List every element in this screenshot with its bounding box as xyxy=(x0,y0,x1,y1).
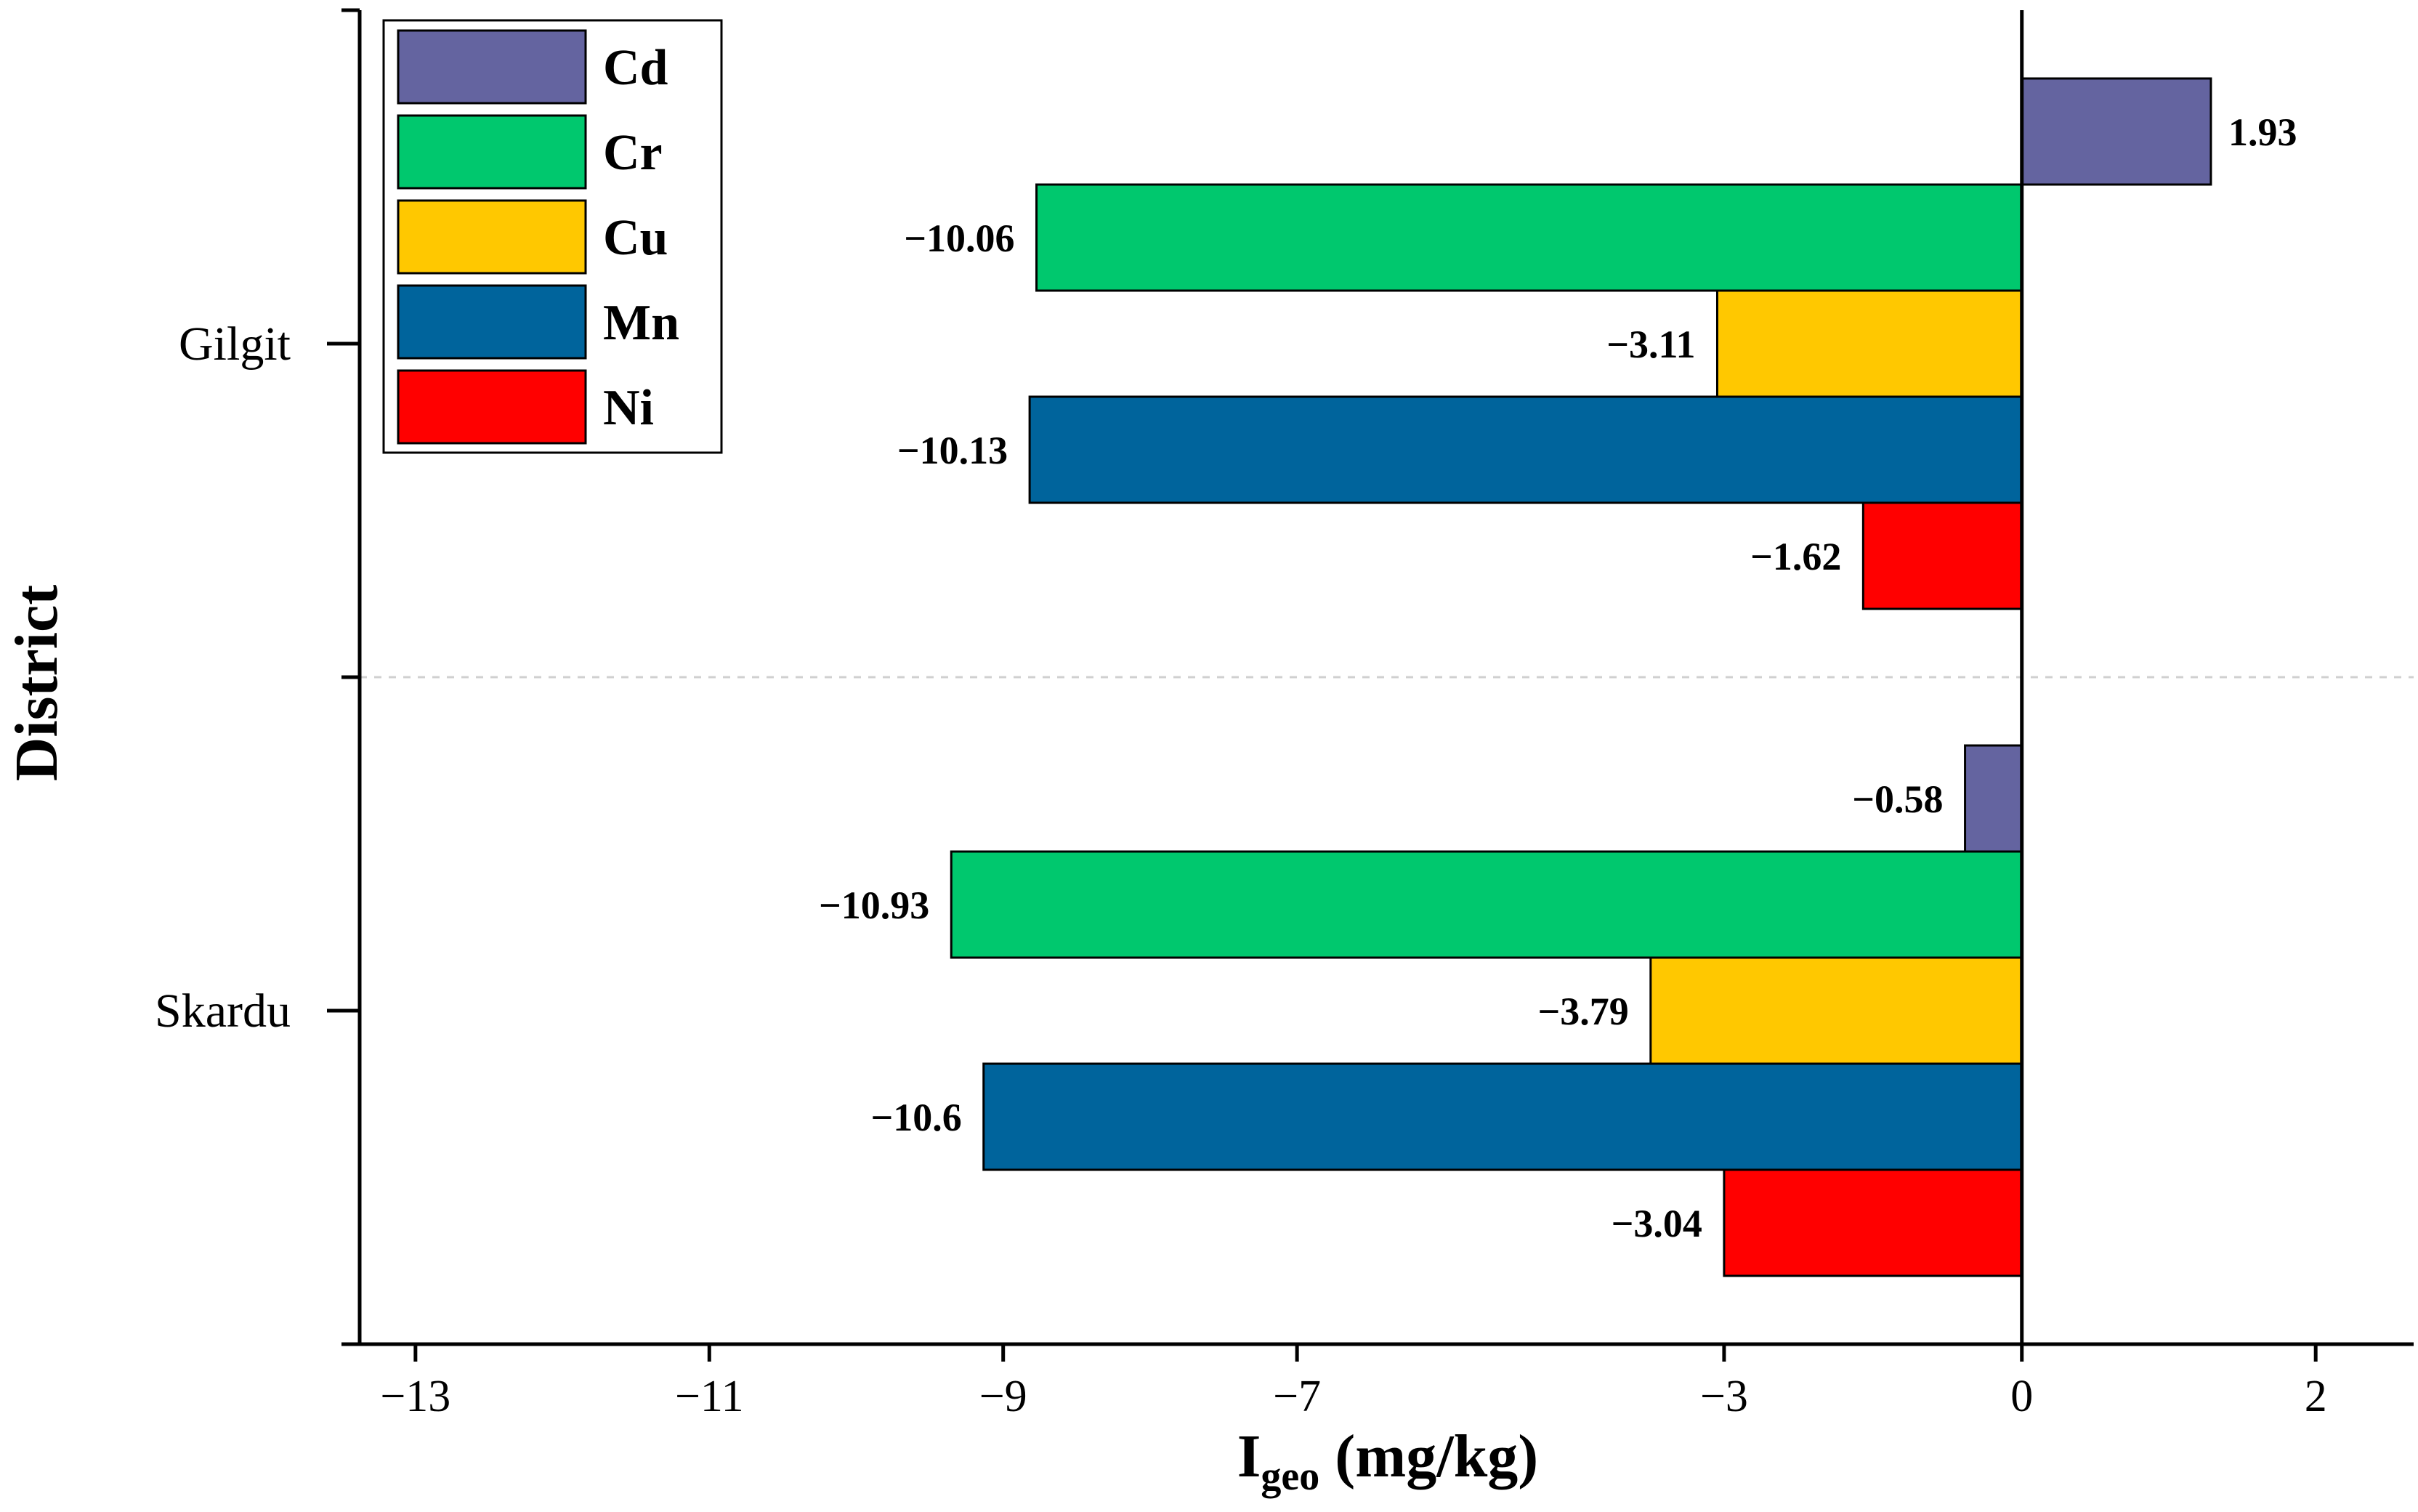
x-axis-title-sub: geo xyxy=(1261,1454,1319,1499)
x-tick-label: 2 xyxy=(2305,1372,2327,1421)
x-axis-title-main: I xyxy=(1237,1423,1261,1490)
value-label: −0.58 xyxy=(1852,777,1943,821)
value-label: −3.11 xyxy=(1606,323,1695,366)
value-label: −10.6 xyxy=(870,1096,961,1139)
bar-cd-skardu xyxy=(1964,744,2023,853)
legend-label-cd: Cd xyxy=(603,40,668,96)
legend-label-mn: Mn xyxy=(603,295,679,351)
legend-swatch-ni xyxy=(397,369,587,445)
value-label: −10.13 xyxy=(897,429,1008,472)
x-tick-label: −7 xyxy=(1273,1372,1321,1421)
bar-cd-gilgit xyxy=(2021,77,2212,186)
bar-mn-gilgit xyxy=(1028,395,2023,504)
y-axis-title: District xyxy=(3,585,70,782)
legend-swatch-cd xyxy=(397,29,587,105)
x-tick-label: −13 xyxy=(380,1372,450,1421)
legend-swatch-cr xyxy=(397,114,587,190)
legend-label-ni: Ni xyxy=(603,380,654,436)
bar-cr-gilgit xyxy=(1035,183,2023,292)
x-axis-title: Igeo (mg/kg) xyxy=(1237,1423,1539,1499)
legend-swatch-cu xyxy=(397,199,587,275)
value-label: −10.06 xyxy=(904,217,1014,260)
bar-cu-gilgit xyxy=(1715,289,2023,398)
value-label: 1.93 xyxy=(2228,110,2297,154)
labels-layer: 1.93 −10.06 −3.11 −10.13 −1.62 Gilgit −0.58 −10… xyxy=(155,110,2327,1421)
value-label: −3.79 xyxy=(1538,990,1629,1033)
bar-ni-gilgit xyxy=(1861,501,2023,610)
bar-cr-skardu xyxy=(950,850,2023,959)
bar-mn-skardu xyxy=(982,1062,2023,1171)
bar-cu-skardu xyxy=(1649,956,2023,1065)
legend-label-cr: Cr xyxy=(603,125,663,181)
category-label: Gilgit xyxy=(179,318,291,371)
bar-ni-skardu xyxy=(1723,1168,2023,1277)
legend-label-cu: Cu xyxy=(603,210,668,266)
value-label: −3.04 xyxy=(1612,1202,1702,1245)
legend: Cd Cr Cu Mn Ni xyxy=(382,19,723,454)
bars-layer xyxy=(950,77,2212,1277)
legend-swatch-mn xyxy=(397,284,587,360)
axes-layer xyxy=(327,8,2414,1362)
x-axis-title-rest: (mg/kg) xyxy=(1319,1423,1538,1490)
x-tick-label: −9 xyxy=(979,1372,1027,1421)
x-tick-label: −11 xyxy=(675,1372,744,1421)
value-label: −10.93 xyxy=(819,884,929,927)
category-label: Skardu xyxy=(155,985,291,1038)
value-label: −1.62 xyxy=(1750,535,1841,578)
x-tick-label: 0 xyxy=(2010,1372,2033,1421)
x-tick-label: −3 xyxy=(1700,1372,1748,1421)
